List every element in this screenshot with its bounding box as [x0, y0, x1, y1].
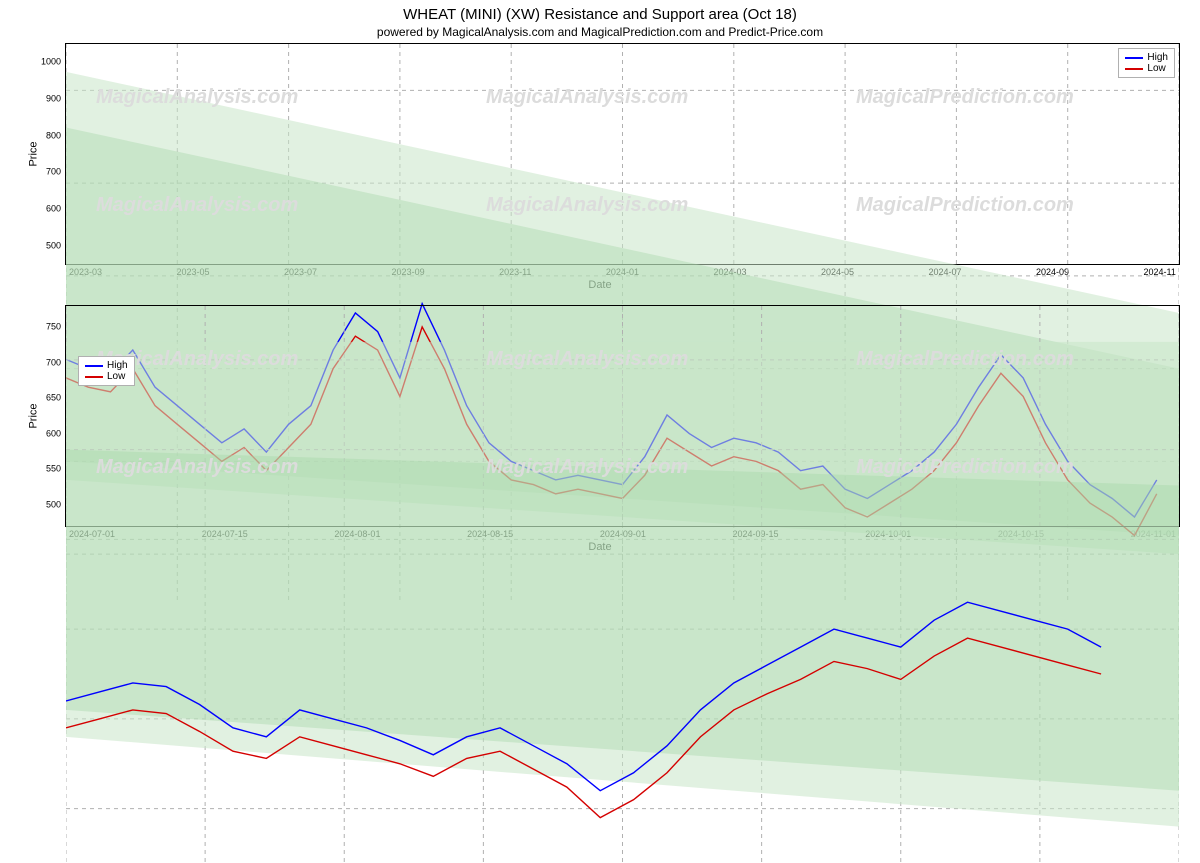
legend-swatch-high — [1125, 57, 1143, 59]
legend-swatch-high — [85, 365, 103, 367]
legend-label-low: Low — [1147, 63, 1165, 74]
legend-item-high: High — [85, 360, 128, 371]
yticks-top: 1000900800700600500 — [31, 44, 61, 264]
legend-item-low: Low — [1125, 63, 1168, 74]
legend-label-high: High — [1147, 52, 1168, 63]
chart-subtitle: powered by MagicalAnalysis.com and Magic… — [0, 23, 1200, 39]
legend-swatch-low — [85, 376, 103, 378]
legend-top: High Low — [1118, 48, 1175, 78]
legend-bottom: High Low — [78, 356, 135, 386]
chart-bottom: Price 750700650600550500 MagicalAnalysis… — [65, 305, 1180, 527]
legend-item-high: High — [1125, 52, 1168, 63]
legend-swatch-low — [1125, 68, 1143, 70]
legend-item-low: Low — [85, 371, 128, 382]
chart-title: WHEAT (MINI) (XW) Resistance and Support… — [0, 0, 1200, 23]
plot-area-bottom — [66, 306, 1179, 863]
yticks-bottom: 750700650600550500 — [31, 306, 61, 526]
legend-label-high: High — [107, 360, 128, 371]
figure: WHEAT (MINI) (XW) Resistance and Support… — [0, 0, 1200, 600]
legend-label-low: Low — [107, 371, 125, 382]
chart-top: Price 1000900800700600500 MagicalAnalysi… — [65, 43, 1180, 265]
